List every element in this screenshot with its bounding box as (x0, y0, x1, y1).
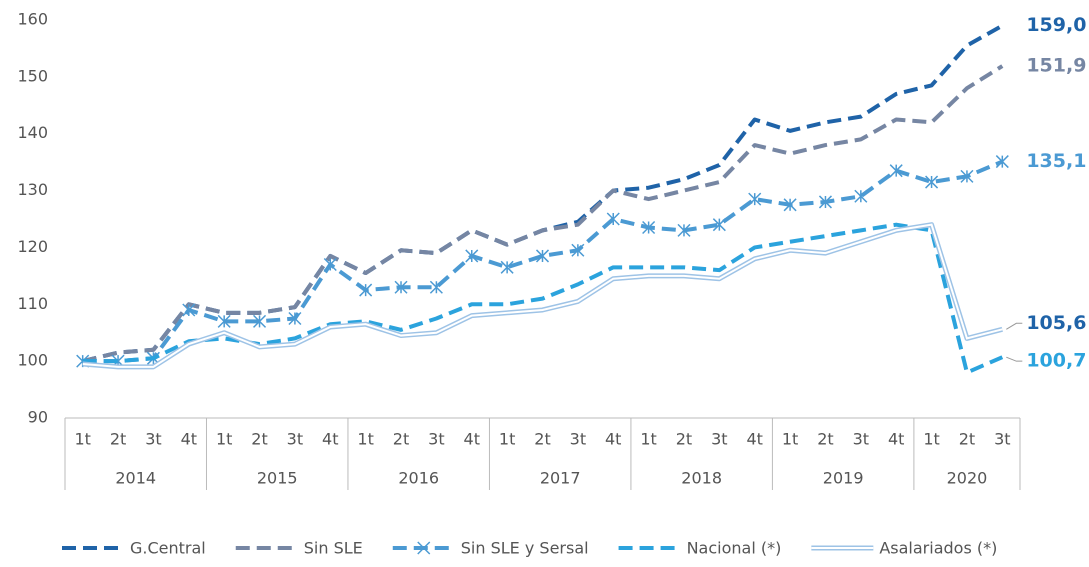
marker (712, 218, 726, 232)
marker (677, 223, 691, 237)
marker (288, 311, 302, 326)
x-tick-label: 3t (994, 430, 1010, 449)
year-label: 2017 (540, 469, 581, 488)
marker (889, 164, 903, 178)
x-tick-label: 2t (959, 430, 975, 449)
marker (995, 155, 1009, 169)
marker (535, 249, 550, 263)
x-tick-label: 1t (923, 430, 939, 449)
marker (359, 283, 373, 297)
year-label: 2020 (947, 469, 988, 488)
marker (571, 243, 585, 257)
year-label: 2015 (257, 469, 298, 488)
series-line (82, 64, 1004, 364)
marker (394, 280, 408, 294)
x-tick-label: 2t (676, 430, 692, 449)
y-tick-label: 140 (17, 123, 48, 142)
y-tick-label: 160 (17, 10, 48, 29)
y-tick-label: 120 (17, 237, 48, 256)
x-tick-label: 4t (181, 430, 197, 449)
marker (182, 303, 196, 317)
legend-label: Asalariados (*) (879, 539, 997, 558)
x-tick-label: 1t (782, 430, 798, 449)
legend-label: Sin SLE (304, 539, 363, 558)
x-tick-label: 3t (145, 430, 161, 449)
x-tick-label: 2t (534, 430, 550, 449)
marker (606, 212, 620, 226)
x-tick-label: 1t (499, 430, 515, 449)
marker (960, 169, 974, 183)
x-tick-label: 3t (711, 430, 727, 449)
series-line-inner (82, 223, 1003, 368)
marker (500, 260, 514, 274)
y-tick-label: 130 (17, 180, 48, 199)
y-tick-label: 100 (17, 351, 48, 370)
marker (465, 249, 479, 263)
x-tick-label: 3t (428, 430, 444, 449)
x-tick-label: 3t (287, 430, 303, 449)
legend-label: Sin SLE y Sersal (461, 539, 589, 558)
end-label: 151,9 (1026, 55, 1086, 77)
legend-label: G.Central (130, 539, 206, 558)
x-tick-label: 2t (817, 430, 833, 449)
series-line (82, 159, 1004, 364)
series-line (82, 222, 1004, 375)
x-tick-label: 4t (746, 430, 762, 449)
marker (217, 314, 231, 328)
year-label: 2016 (398, 469, 439, 488)
marker (854, 189, 868, 203)
x-tick-label: 3t (853, 430, 869, 449)
x-tick-label: 3t (570, 430, 586, 449)
marker (642, 220, 656, 235)
series-line (82, 222, 1003, 370)
y-tick-label: 150 (17, 66, 48, 85)
year-label: 2014 (115, 469, 156, 488)
y-tick-label: 90 (28, 408, 48, 427)
marker (253, 314, 267, 328)
y-tick-label: 110 (17, 294, 48, 313)
x-tick-label: 4t (322, 430, 338, 449)
x-tick-label: 4t (888, 430, 904, 449)
x-tick-label: 2t (110, 430, 126, 449)
x-tick-label: 1t (357, 430, 373, 449)
marker (783, 198, 797, 212)
end-label: 100,7 (1026, 350, 1086, 372)
marker (429, 280, 443, 294)
x-tick-label: 2t (251, 430, 267, 449)
x-tick-label: 4t (605, 430, 621, 449)
year-label: 2018 (681, 469, 722, 488)
x-tick-label: 1t (216, 430, 232, 449)
end-label: 159,0 (1026, 14, 1086, 36)
leader-line (1006, 356, 1023, 362)
x-tick-label: 1t (74, 430, 90, 449)
x-tick-label: 1t (640, 430, 656, 449)
end-label: 105,6 (1026, 312, 1086, 334)
marker (925, 175, 939, 189)
marker (818, 195, 832, 209)
year-label: 2019 (823, 469, 864, 488)
x-tick-label: 2t (393, 430, 409, 449)
marker (748, 192, 762, 206)
legend-label: Nacional (*) (687, 539, 782, 558)
leader-line (1006, 322, 1023, 330)
x-tick-label: 4t (464, 430, 480, 449)
end-label: 135,1 (1026, 150, 1086, 172)
legend-marker (417, 541, 431, 555)
marker (323, 257, 337, 272)
